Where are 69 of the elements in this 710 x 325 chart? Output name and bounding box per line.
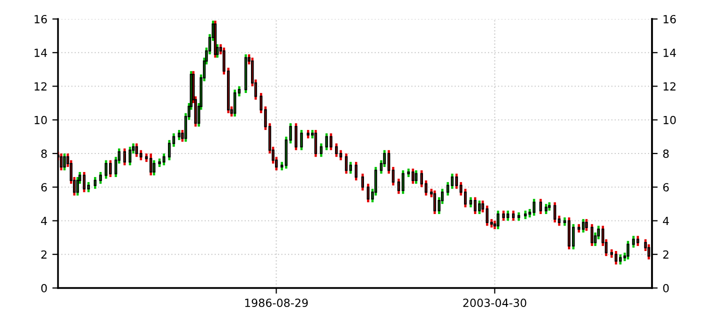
y2-tick-label: 6 xyxy=(663,183,669,192)
y-tick-label: 8 xyxy=(41,149,47,158)
candlestick xyxy=(178,128,181,142)
candlestick xyxy=(478,199,481,216)
y-tick-label: 2 xyxy=(41,250,46,259)
x-tick-label: 2003-04-30 xyxy=(463,298,526,308)
candlestick xyxy=(558,214,561,227)
candlestick xyxy=(585,218,588,232)
candlestick xyxy=(502,210,505,222)
y2-tick-label: 0 xyxy=(663,284,669,292)
candlestick xyxy=(294,122,298,152)
candlestick xyxy=(172,132,176,148)
candlestick xyxy=(94,176,96,190)
x-tick-label: 1986-08-29 xyxy=(245,298,308,308)
candlestick xyxy=(496,210,500,230)
y-tick-label: 10 xyxy=(34,116,47,124)
candlestick xyxy=(76,176,79,197)
candlestick xyxy=(532,198,536,217)
candlestick xyxy=(152,159,156,176)
candlestick xyxy=(544,202,548,216)
candlestick xyxy=(636,234,640,248)
candlestick xyxy=(387,149,390,175)
y-tick-label: 6 xyxy=(41,183,47,192)
candlestick xyxy=(446,180,450,197)
candlestick xyxy=(123,147,126,166)
candlestick xyxy=(99,170,102,185)
candlestick xyxy=(590,223,594,248)
candlestick xyxy=(474,196,477,216)
candlestick xyxy=(349,160,352,175)
candlestick xyxy=(539,198,542,216)
candlestick xyxy=(512,210,515,222)
y-tick-label: 0 xyxy=(41,284,47,292)
candlestick xyxy=(626,240,630,261)
y-tick-label: 4 xyxy=(41,216,47,225)
candlestick xyxy=(314,128,318,158)
candlestick xyxy=(582,218,585,234)
candlestick xyxy=(450,172,454,190)
candlestick xyxy=(339,149,342,162)
y-tick-label: 12 xyxy=(34,82,46,90)
candlestick xyxy=(300,128,303,152)
candlestick xyxy=(238,85,241,98)
candlestick xyxy=(354,160,358,182)
candlestick xyxy=(344,152,348,175)
candlestick xyxy=(402,169,404,195)
y2-tick-label: 14 xyxy=(664,48,676,57)
candlestick xyxy=(433,189,436,216)
candlestick xyxy=(392,166,395,187)
candlestick xyxy=(233,88,236,118)
candlestick xyxy=(149,152,152,176)
candlestick xyxy=(361,172,364,192)
y2-tick-label: 2 xyxy=(663,250,668,259)
candlestick xyxy=(82,170,86,194)
candlestick xyxy=(553,201,556,224)
y2-tick-label: 8 xyxy=(663,149,669,158)
y2-tick-label: 10 xyxy=(664,116,676,124)
candlestick xyxy=(469,196,472,208)
y-tick-label: 14 xyxy=(34,48,47,57)
candlestick xyxy=(335,142,338,158)
candlestick xyxy=(481,199,484,214)
y2-tick-label: 12 xyxy=(664,82,676,90)
y2-tick-label: 16 xyxy=(664,14,676,24)
y-tick-label: 16 xyxy=(34,14,47,24)
candlestick xyxy=(128,146,132,166)
candlestick xyxy=(168,138,171,162)
candlestick xyxy=(632,234,635,249)
y2-tick-label: 4 xyxy=(662,216,669,225)
candlestick xyxy=(320,142,323,158)
candlestick xyxy=(414,169,418,185)
candlestick xyxy=(63,152,66,172)
